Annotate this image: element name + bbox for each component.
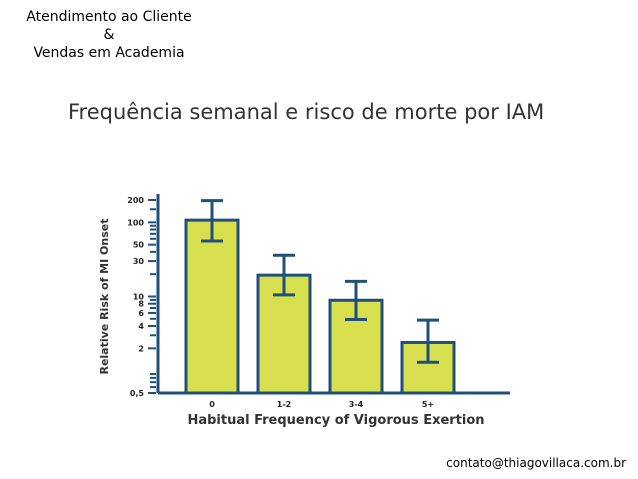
x-tick-label: 3-4 <box>349 400 364 409</box>
y-tick-label: 200 <box>127 196 144 205</box>
y-tick-label: 50 <box>133 241 145 250</box>
x-tick-label: 0 <box>209 400 215 409</box>
y-tick-label: 2 <box>138 344 144 353</box>
x-tick-label: 1-2 <box>277 400 291 409</box>
chart-title: Frequência semanal e risco de morte por … <box>68 100 545 124</box>
x-tick-label: 5+ <box>422 400 434 409</box>
y-tick-label: 100 <box>127 218 144 227</box>
header-line-1: Atendimento ao Cliente <box>26 9 192 25</box>
y-axis-title: Relative Risk of MI Onset <box>98 218 111 374</box>
bar <box>184 218 240 395</box>
x-axis-title: Habitual Frequency of Vigorous Exertion <box>187 413 484 428</box>
y-tick-label: 8 <box>138 300 144 309</box>
header-line-2: & <box>103 27 115 43</box>
y-tick-label: 4 <box>138 322 144 331</box>
y-tick-label: 6 <box>138 309 144 318</box>
slide-header: Atendimento ao Cliente & Vendas em Acade… <box>4 8 214 62</box>
y-tick-label: 10 <box>133 293 145 302</box>
contact-email: contato@thiagovillaca.com.br <box>446 456 626 470</box>
y-tick-label: 30 <box>133 257 145 266</box>
y-tick-label: 0,5 <box>130 389 145 398</box>
header-line-3: Vendas em Academia <box>33 45 185 61</box>
